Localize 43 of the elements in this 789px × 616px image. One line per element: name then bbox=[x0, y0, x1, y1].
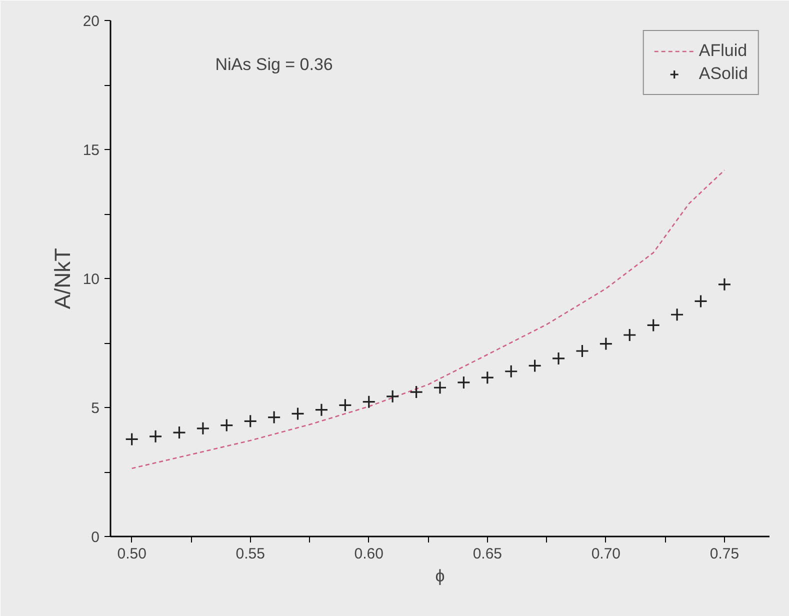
point bbox=[670, 308, 684, 322]
point bbox=[409, 385, 424, 399]
point bbox=[220, 418, 234, 432]
point bbox=[148, 430, 162, 444]
y-tick-label: 20 bbox=[82, 13, 100, 30]
point bbox=[338, 398, 352, 412]
point bbox=[244, 414, 258, 428]
point bbox=[125, 432, 139, 446]
y-tick-label: 0 bbox=[91, 529, 100, 546]
y-tick-label: 10 bbox=[82, 271, 100, 288]
legend-label: AFluid bbox=[698, 41, 748, 61]
point bbox=[196, 422, 210, 436]
point bbox=[646, 318, 660, 332]
x-tick-label: 0.70 bbox=[591, 546, 621, 562]
x-tick-label: 0.50 bbox=[117, 546, 146, 562]
y-axis-title: A/NkT bbox=[50, 248, 75, 310]
point bbox=[362, 395, 376, 409]
point bbox=[290, 406, 305, 420]
y-tick-label: 5 bbox=[91, 400, 100, 417]
line-series bbox=[131, 169, 726, 470]
legend-label: ASolid bbox=[698, 64, 748, 84]
point bbox=[575, 344, 590, 358]
x-tick-label: 0.55 bbox=[236, 546, 265, 562]
point bbox=[314, 403, 328, 417]
point bbox=[172, 426, 186, 440]
point bbox=[552, 352, 566, 366]
point bbox=[386, 390, 400, 404]
x-tick-label: 0.65 bbox=[472, 546, 502, 562]
point bbox=[433, 380, 447, 394]
point bbox=[480, 370, 494, 384]
point bbox=[456, 376, 471, 390]
point bbox=[504, 364, 518, 378]
point bbox=[599, 336, 613, 351]
x-tick-label: 0.75 bbox=[710, 546, 740, 562]
point bbox=[267, 410, 281, 424]
point bbox=[718, 278, 732, 292]
point bbox=[694, 294, 708, 308]
point bbox=[528, 358, 542, 373]
y-tick-label: 15 bbox=[82, 142, 100, 159]
x-axis-title: ϕ bbox=[435, 566, 445, 586]
x-tick-label: 0.60 bbox=[354, 546, 384, 562]
point bbox=[622, 328, 636, 342]
annotation: NiAs Sig = 0.36 bbox=[215, 54, 333, 74]
